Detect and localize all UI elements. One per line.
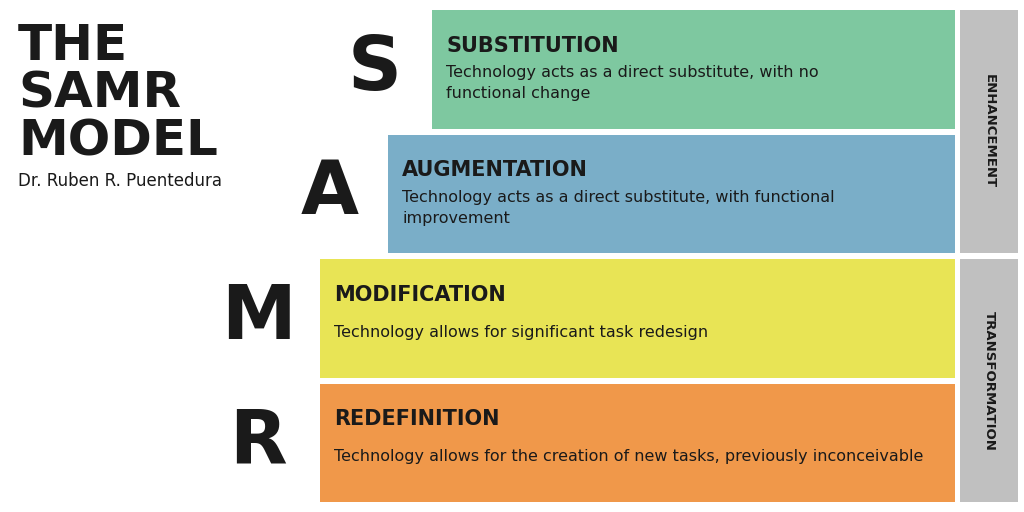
Text: M: M <box>221 282 295 355</box>
Text: SAMR: SAMR <box>18 70 181 118</box>
Text: THE: THE <box>18 22 128 70</box>
Text: ENHANCEMENT: ENHANCEMENT <box>982 74 995 188</box>
Bar <box>961 10 1018 253</box>
Bar <box>388 135 955 253</box>
Text: Technology acts as a direct substitute, with no
functional change: Technology acts as a direct substitute, … <box>446 66 818 101</box>
Text: Dr. Ruben R. Puentedura: Dr. Ruben R. Puentedura <box>18 172 222 190</box>
Bar <box>432 10 955 129</box>
Bar <box>319 383 955 502</box>
Bar <box>961 259 1018 502</box>
Text: R: R <box>229 406 287 479</box>
Text: MODEL: MODEL <box>18 118 218 166</box>
Text: Technology acts as a direct substitute, with functional
improvement: Technology acts as a direct substitute, … <box>402 190 835 226</box>
Text: S: S <box>348 33 402 106</box>
Text: Technology allows for the creation of new tasks, previously inconceivable: Technology allows for the creation of ne… <box>334 450 924 464</box>
Text: SUBSTITUTION: SUBSTITUTION <box>446 35 618 55</box>
Text: REDEFINITION: REDEFINITION <box>334 409 500 429</box>
Text: A: A <box>301 157 359 230</box>
Text: MODIFICATION: MODIFICATION <box>334 285 506 305</box>
Text: AUGMENTATION: AUGMENTATION <box>402 160 588 180</box>
Bar <box>319 259 955 377</box>
Text: TRANSFORMATION: TRANSFORMATION <box>982 311 995 451</box>
Text: Technology allows for significant task redesign: Technology allows for significant task r… <box>334 325 709 340</box>
